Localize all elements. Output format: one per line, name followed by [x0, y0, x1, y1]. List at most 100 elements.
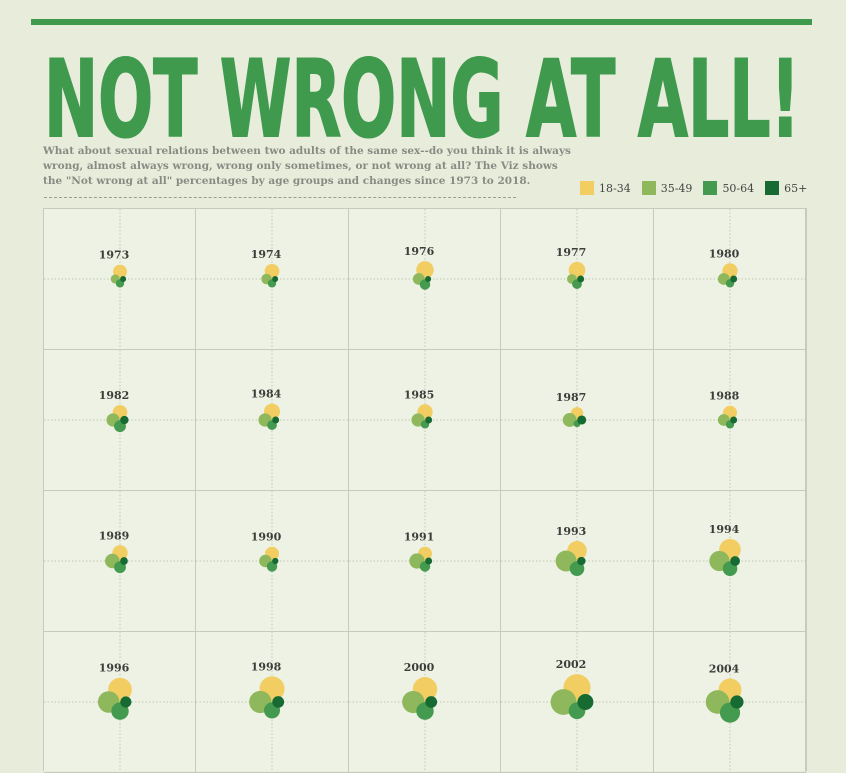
- petal-stem-50-64: [268, 561, 277, 567]
- petal-stem-18-34: [418, 269, 432, 279]
- petal-chart: 1984: [196, 350, 349, 491]
- petal-stem-18-34: [571, 270, 584, 279]
- petal-chart: 1987: [501, 350, 654, 491]
- petal-stem-18-34: [721, 689, 738, 702]
- petal-chart: 1993: [501, 491, 654, 632]
- petal-65+: [424, 557, 432, 565]
- year-label: 1989: [99, 529, 130, 542]
- panel-1977: 1977: [501, 209, 654, 350]
- petal-stem-35-49: [563, 692, 578, 712]
- petal-chart: 1977: [501, 209, 654, 350]
- panel-1987: 1987: [501, 350, 654, 491]
- panel-2000: 2000: [348, 632, 502, 773]
- panel-1989: 1989: [44, 491, 197, 632]
- year-label: 1994: [708, 523, 739, 536]
- petal-stem-35-49: [569, 414, 578, 426]
- petal-stem-65+: [424, 558, 429, 564]
- petal-65+: [272, 696, 285, 708]
- title-block: NOT WRONG AT ALL!: [40, 38, 810, 144]
- petal-chart: 1991: [348, 491, 502, 632]
- year-label: 1974: [251, 248, 282, 261]
- petal-stem-50-64: [722, 702, 737, 713]
- year-label: 1987: [556, 391, 587, 404]
- petal-stem-50-64: [726, 279, 733, 284]
- petal-stem-65+: [272, 417, 277, 423]
- petal-stem-50-64: [724, 561, 735, 569]
- petal-stem-18-34: [114, 412, 126, 420]
- petal-stem-65+: [120, 276, 124, 282]
- year-label: 1985: [403, 388, 434, 401]
- petal-stem-18-34: [419, 411, 431, 420]
- petal-65+: [272, 416, 280, 424]
- petal-stem-35-49: [417, 415, 425, 425]
- petal-stem-50-64: [268, 420, 276, 426]
- petal-stem-18-34: [572, 413, 582, 420]
- petal-stem-18-34: [266, 411, 279, 420]
- year-label: 1977: [556, 246, 587, 259]
- petal-chart: 1985: [348, 350, 502, 491]
- petal-65+: [424, 416, 432, 424]
- subtitle-divider: [44, 197, 516, 198]
- petal-stem-50-64: [571, 702, 584, 711]
- panel-2004: 2004: [653, 632, 806, 773]
- legend-item: 65+: [765, 181, 807, 195]
- petal-chart: 1976: [348, 209, 502, 350]
- year-label: 1988: [708, 390, 739, 403]
- legend-label: 50-64: [722, 181, 755, 195]
- page-title: NOT WRONG AT ALL!: [44, 38, 800, 144]
- petal-stem-50-64: [573, 279, 581, 285]
- petal-stem-35-49: [572, 275, 578, 283]
- legend-swatch: [580, 181, 594, 195]
- year-label: 2002: [556, 658, 587, 671]
- petal-stem-35-49: [115, 275, 120, 283]
- legend-swatch: [765, 181, 780, 195]
- petal-stem-18-34: [570, 550, 585, 561]
- top-rule: [31, 19, 812, 25]
- petal-chart: 2000: [348, 632, 502, 773]
- petal-stem-35-49: [416, 555, 425, 567]
- petal-stem-50-64: [266, 702, 279, 711]
- petal-stem-65+: [577, 416, 582, 424]
- petal-stem-65+: [272, 697, 279, 707]
- panel-1980: 1980: [653, 209, 806, 350]
- petal-stem-18-34: [114, 271, 126, 279]
- petal-stem-18-34: [724, 412, 735, 420]
- petal-65+: [577, 693, 594, 711]
- panel-1996: 1996: [44, 632, 197, 773]
- petal-stem-35-49: [265, 556, 273, 566]
- petal-chart: 1988: [653, 350, 806, 491]
- petal-stem-35-49: [266, 275, 273, 283]
- petal-stem-35-49: [108, 694, 120, 710]
- petal-stem-18-34: [267, 553, 278, 561]
- petal-stem-50-64: [726, 420, 733, 425]
- petal-stem-35-49: [113, 415, 120, 425]
- year-label: 1990: [251, 531, 282, 544]
- petal-stem-50-64: [421, 561, 429, 567]
- petal-stem-65+: [577, 696, 586, 708]
- petal-stem-50-64: [113, 702, 127, 712]
- panel-1973: 1973: [44, 209, 197, 350]
- year-label: 2004: [708, 662, 739, 675]
- panel-1994: 1994: [653, 491, 806, 632]
- panel-1988: 1988: [653, 350, 806, 491]
- legend-label: 18-34: [599, 181, 631, 195]
- petal-stem-18-34: [416, 689, 434, 702]
- panel-1984: 1984: [196, 350, 349, 491]
- year-label: 1984: [251, 388, 282, 401]
- petal-stem-65+: [424, 276, 428, 282]
- petal-stem-65+: [272, 558, 276, 564]
- panel-1991: 1991: [348, 491, 502, 632]
- petal-stem-65+: [424, 697, 432, 707]
- petal-stem-18-34: [721, 549, 738, 561]
- year-label: 1976: [403, 245, 434, 258]
- year-label: 1991: [403, 531, 434, 544]
- petal-stem-50-64: [418, 702, 432, 712]
- panel-1993: 1993: [501, 491, 654, 632]
- panel-2002: 2002: [501, 632, 654, 773]
- petal-stem-50-64: [115, 561, 125, 568]
- petal-stem-65+: [577, 276, 581, 282]
- petal-chart: 1973: [44, 209, 197, 350]
- petal-stem-35-49: [260, 693, 273, 711]
- petal-stem-65+: [120, 416, 125, 424]
- subtitle: What about sexual relations between two …: [43, 145, 571, 187]
